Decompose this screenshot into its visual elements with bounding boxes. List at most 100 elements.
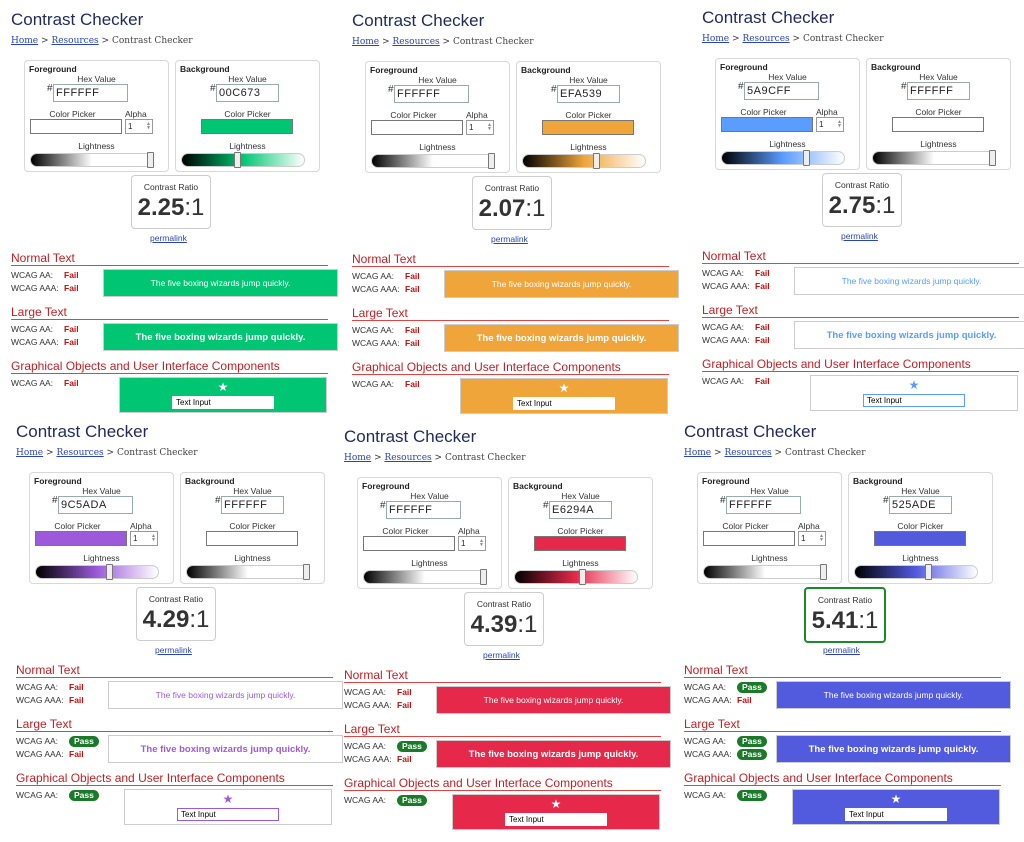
- text-input-sample[interactable]: Text Input: [172, 396, 274, 409]
- fg-lightness-slider[interactable]: [363, 569, 487, 585]
- bg-lightness-slider[interactable]: [514, 569, 638, 585]
- alpha-label: Alpha: [798, 521, 820, 531]
- fg-color-picker[interactable]: [371, 120, 463, 135]
- slider-thumb[interactable]: [303, 564, 310, 580]
- bg-hex-input[interactable]: EFA539: [557, 85, 620, 103]
- breadcrumb-resources-link[interactable]: Resources: [384, 453, 432, 463]
- breadcrumb-resources-link[interactable]: Resources: [742, 34, 790, 44]
- breadcrumb-home-link[interactable]: Home: [702, 34, 730, 44]
- permalink-link[interactable]: permalink: [841, 231, 878, 241]
- hash-sign: #: [720, 495, 726, 506]
- bg-hex-input[interactable]: 00C673: [216, 84, 279, 102]
- slider-thumb[interactable]: [234, 152, 241, 168]
- fg-hex-input[interactable]: 5A9CFF: [744, 82, 819, 100]
- graphical-objects-heading: Graphical Objects and User Interface Com…: [11, 359, 280, 373]
- slider-thumb[interactable]: [803, 150, 810, 166]
- spinner-icon[interactable]: ▲ ▼: [487, 122, 492, 132]
- slider-thumb[interactable]: [480, 569, 487, 585]
- large-text-heading: Large Text: [352, 306, 408, 320]
- alpha-input[interactable]: 1 ▲ ▼: [466, 120, 494, 135]
- slider-thumb[interactable]: [579, 569, 586, 585]
- breadcrumb-home-link[interactable]: Home: [11, 36, 39, 46]
- fg-hex-input[interactable]: FFFFFF: [726, 496, 801, 514]
- text-input-sample[interactable]: Text Input: [513, 397, 615, 410]
- bg-hex-input[interactable]: FFFFFF: [221, 496, 284, 514]
- bg-lightness-slider[interactable]: [186, 564, 310, 580]
- fg-color-picker[interactable]: [35, 531, 127, 546]
- fg-color-picker[interactable]: [363, 536, 455, 551]
- fg-color-picker[interactable]: [721, 117, 813, 132]
- bg-hex-input[interactable]: E6294A: [549, 501, 612, 519]
- breadcrumb-resources-link[interactable]: Resources: [392, 37, 440, 47]
- alpha-input[interactable]: 1 ▲ ▼: [458, 536, 486, 551]
- graphical-objects-heading: Graphical Objects and User Interface Com…: [16, 771, 285, 785]
- fg-lightness-slider[interactable]: [703, 564, 827, 580]
- bg-color-picker[interactable]: [206, 531, 298, 546]
- slider-thumb[interactable]: [147, 152, 154, 168]
- color-picker-label: Color Picker: [382, 526, 429, 536]
- bg-color-picker[interactable]: [201, 119, 293, 134]
- result-badge: Fail: [64, 283, 79, 293]
- graphical-objects-heading: Graphical Objects and User Interface Com…: [344, 776, 613, 790]
- slider-thumb[interactable]: [989, 150, 996, 166]
- spinner-icon[interactable]: ▲ ▼: [479, 538, 484, 548]
- breadcrumb-home-link[interactable]: Home: [16, 448, 44, 458]
- fg-color-picker[interactable]: [703, 531, 795, 546]
- breadcrumb-home-link[interactable]: Home: [684, 448, 712, 458]
- slider-thumb[interactable]: [106, 564, 113, 580]
- permalink-link[interactable]: permalink: [823, 645, 860, 655]
- spinner-icon[interactable]: ▲ ▼: [151, 533, 156, 543]
- bg-hex-input[interactable]: 525ADE: [889, 496, 952, 514]
- bg-color-picker[interactable]: [892, 117, 984, 132]
- fg-lightness-slider[interactable]: [35, 564, 159, 580]
- bg-color-picker[interactable]: [874, 531, 966, 546]
- breadcrumb-resources-link[interactable]: Resources: [56, 448, 104, 458]
- slider-thumb[interactable]: [488, 153, 495, 169]
- breadcrumb-resources-link[interactable]: Resources: [51, 36, 99, 46]
- alpha-input[interactable]: 1 ▲ ▼: [798, 531, 826, 546]
- fg-lightness-slider[interactable]: [30, 152, 154, 168]
- text-input-sample[interactable]: Text Input: [845, 808, 947, 821]
- wcag-aaa-label: WCAG AAA:: [11, 283, 59, 293]
- bg-panel: Background Hex Value # 00C673 Color Pick…: [175, 60, 320, 172]
- alpha-input[interactable]: 1 ▲ ▼: [125, 119, 153, 134]
- fg-heading: Foreground: [34, 476, 82, 486]
- large-text-heading: Large Text: [11, 305, 67, 319]
- permalink-link[interactable]: permalink: [491, 234, 528, 244]
- bg-heading: Background: [185, 476, 235, 486]
- alpha-input[interactable]: 1 ▲ ▼: [816, 117, 844, 132]
- bg-lightness-slider[interactable]: [522, 153, 646, 169]
- text-input-sample[interactable]: Text Input: [177, 808, 279, 821]
- graphical-preview: ★ Text Input: [460, 378, 668, 414]
- bg-color-picker[interactable]: [542, 120, 634, 135]
- permalink-link[interactable]: permalink: [155, 645, 192, 655]
- breadcrumb-home-link[interactable]: Home: [352, 37, 380, 47]
- bg-lightness-slider[interactable]: [854, 564, 978, 580]
- spinner-icon[interactable]: ▲ ▼: [819, 533, 824, 543]
- fg-hex-input[interactable]: FFFFFF: [394, 85, 469, 103]
- fg-lightness-slider[interactable]: [721, 150, 845, 166]
- spinner-icon[interactable]: ▲ ▼: [837, 119, 842, 129]
- fg-color-picker[interactable]: [30, 119, 122, 134]
- bg-color-picker[interactable]: [534, 536, 626, 551]
- bg-hex-input[interactable]: FFFFFF: [907, 82, 970, 100]
- fg-hex-input[interactable]: 9C5ADA: [58, 496, 133, 514]
- breadcrumb-home-link[interactable]: Home: [344, 453, 372, 463]
- wcag-aa-label: WCAG AA:: [352, 379, 395, 389]
- fg-hex-input[interactable]: FFFFFF: [53, 84, 128, 102]
- bg-lightness-slider[interactable]: [181, 152, 305, 168]
- fg-lightness-slider[interactable]: [371, 153, 495, 169]
- breadcrumb-resources-link[interactable]: Resources: [724, 448, 772, 458]
- slider-thumb[interactable]: [820, 564, 827, 580]
- fg-hex-input[interactable]: FFFFFF: [386, 501, 461, 519]
- spinner-icon[interactable]: ▲ ▼: [146, 121, 151, 131]
- bg-lightness-slider[interactable]: [872, 150, 996, 166]
- star-icon: ★: [890, 792, 902, 806]
- permalink-link[interactable]: permalink: [150, 233, 187, 243]
- slider-thumb[interactable]: [925, 564, 932, 580]
- slider-thumb[interactable]: [593, 153, 600, 169]
- permalink-link[interactable]: permalink: [483, 650, 520, 660]
- alpha-input[interactable]: 1 ▲ ▼: [130, 531, 158, 546]
- text-input-sample[interactable]: Text Input: [863, 394, 965, 407]
- text-input-sample[interactable]: Text Input: [505, 813, 607, 826]
